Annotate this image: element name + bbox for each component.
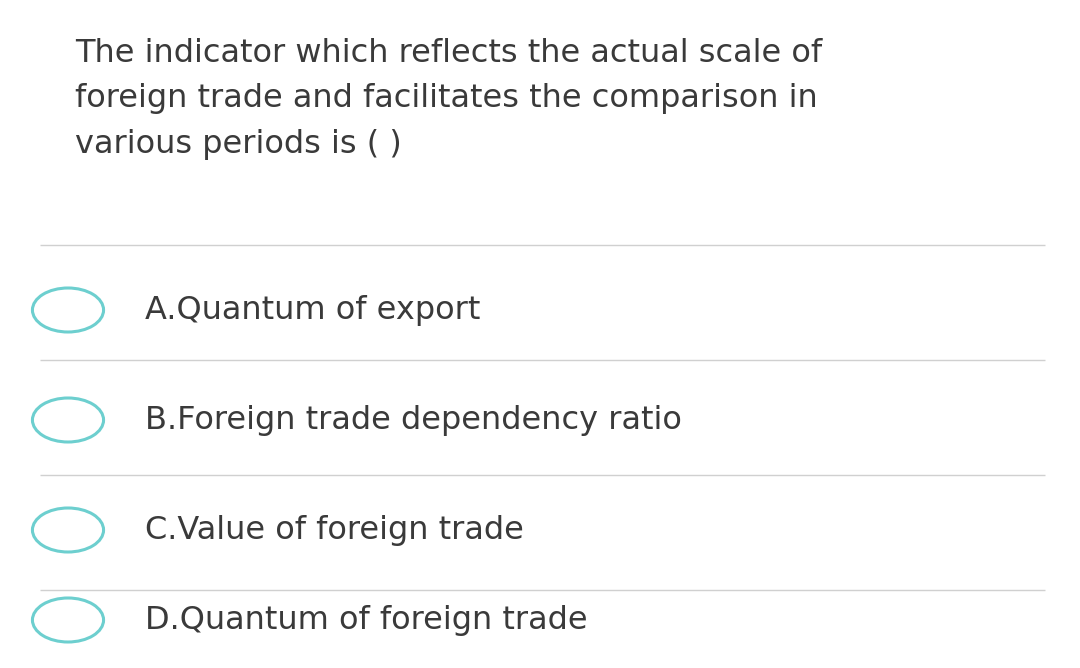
Text: The indicator which reflects the actual scale of
foreign trade and facilitates t: The indicator which reflects the actual … — [75, 38, 822, 160]
Text: A.Quantum of export: A.Quantum of export — [145, 295, 481, 325]
Text: B.Foreign trade dependency ratio: B.Foreign trade dependency ratio — [145, 405, 681, 436]
Text: C.Value of foreign trade: C.Value of foreign trade — [145, 514, 524, 546]
Text: D.Quantum of foreign trade: D.Quantum of foreign trade — [145, 605, 588, 635]
